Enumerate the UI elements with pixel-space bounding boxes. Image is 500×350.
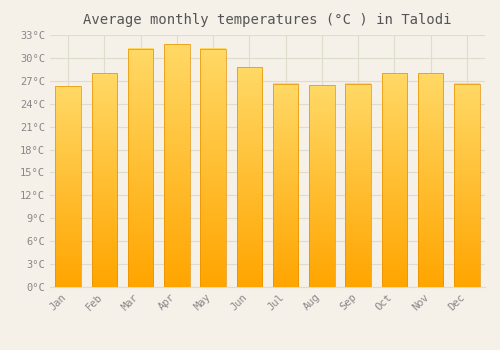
Bar (346, 84, 371, 287)
Bar (382, 73, 407, 287)
Bar (273, 84, 298, 287)
Bar (164, 44, 190, 287)
Bar (454, 84, 479, 287)
Bar (92, 73, 117, 287)
Bar (128, 49, 154, 287)
Title: Average monthly temperatures (°C ) in Talodi: Average monthly temperatures (°C ) in Ta… (83, 13, 452, 27)
Bar (418, 73, 444, 287)
Bar (454, 84, 479, 287)
Bar (164, 44, 190, 287)
Bar (128, 49, 154, 287)
Bar (309, 85, 334, 287)
Bar (56, 86, 81, 287)
Bar (309, 85, 334, 287)
Bar (236, 67, 262, 287)
Bar (200, 49, 226, 287)
Bar (200, 49, 226, 287)
Bar (56, 86, 81, 287)
Bar (346, 84, 371, 287)
Bar (382, 73, 407, 287)
Bar (92, 73, 117, 287)
Bar (236, 67, 262, 287)
Bar (418, 73, 444, 287)
Bar (273, 84, 298, 287)
